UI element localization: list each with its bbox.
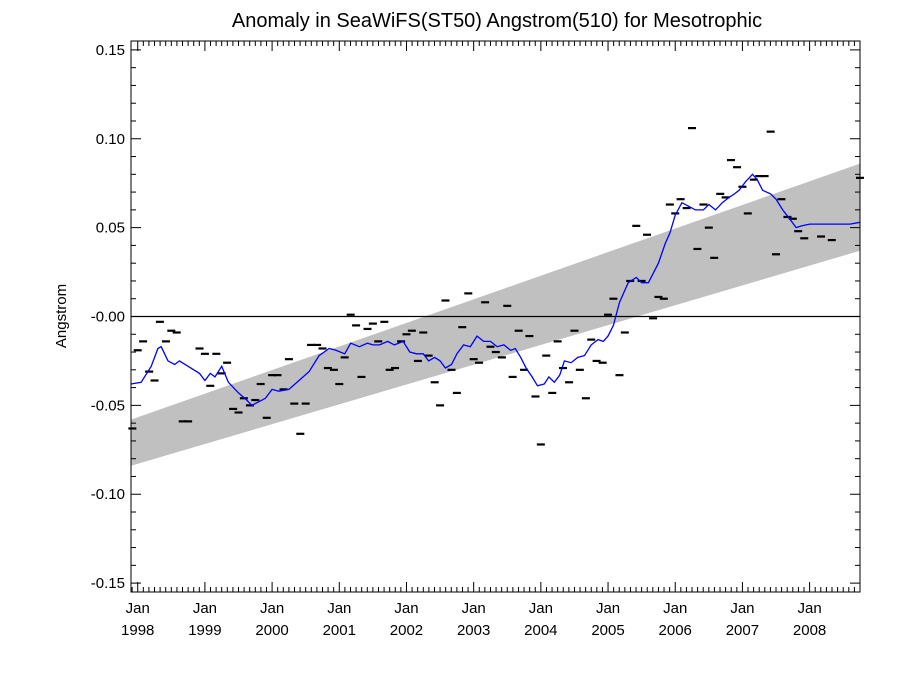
x-tick-month-label: Jan	[260, 600, 284, 617]
x-tick-month-label: Jan	[394, 600, 418, 617]
trend-band	[131, 163, 860, 466]
plot-area: 0.150.100.05-0.00-0.05-0.10-0.15Jan1998J…	[91, 40, 864, 639]
y-tick-label: 0.05	[96, 220, 125, 237]
y-tick-label: 0.15	[96, 42, 125, 59]
x-tick-year-label: 2005	[591, 622, 624, 639]
chart-title: Anomaly in SeaWiFS(ST50) Angstrom(510) f…	[232, 10, 762, 32]
y-axis-label: Angstrom	[53, 284, 70, 348]
x-tick-year-label: 1999	[188, 622, 221, 639]
x-tick-year-label: 2006	[659, 622, 692, 639]
x-tick-month-label: Jan	[730, 600, 754, 617]
x-tick-month-label: Jan	[529, 600, 553, 617]
x-tick-year-label: 2003	[457, 622, 490, 639]
x-tick-year-label: 2008	[793, 622, 826, 639]
y-tick-label: -0.10	[91, 486, 125, 503]
x-tick-year-label: 2001	[323, 622, 356, 639]
running-mean-line	[130, 173, 861, 407]
x-tick-month-label: Jan	[126, 600, 150, 617]
x-tick-month-label: Jan	[596, 600, 620, 617]
x-tick-month-label: Jan	[327, 600, 351, 617]
x-tick-month-label: Jan	[462, 600, 486, 617]
y-tick-label: -0.15	[91, 575, 125, 592]
y-tick-label: -0.05	[91, 397, 125, 414]
x-tick-year-label: 2000	[255, 622, 288, 639]
y-tick-label: 0.10	[96, 131, 125, 148]
x-tick-year-label: 2007	[726, 622, 759, 639]
x-tick-year-label: 2004	[524, 622, 557, 639]
x-tick-month-label: Jan	[798, 600, 822, 617]
y-tick-label: -0.00	[91, 309, 125, 326]
x-tick-month-label: Jan	[193, 600, 217, 617]
x-tick-month-label: Jan	[663, 600, 687, 617]
x-tick-year-label: 1998	[121, 622, 154, 639]
x-tick-year-label: 2002	[390, 622, 423, 639]
